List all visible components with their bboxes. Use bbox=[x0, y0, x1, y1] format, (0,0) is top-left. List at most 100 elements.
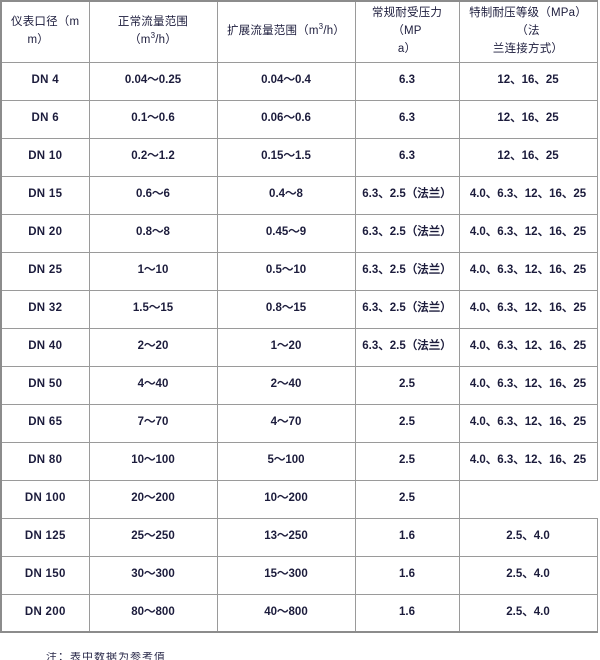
cell-standard-pressure: 6.3、2.5（法兰） bbox=[355, 252, 460, 291]
cell-special-pressure: 12、16、25 bbox=[459, 138, 598, 177]
table-row: DN 6 0.1～0.6 0.06～0.6 6.3 12、16、25 bbox=[1, 100, 598, 139]
cell-caliber: DN 25 bbox=[1, 252, 90, 291]
cell-special-pressure: 4.0、6.3、12、16、25 bbox=[459, 290, 598, 329]
cell-special-pressure: 4.0、6.3、12、16、25 bbox=[459, 176, 598, 215]
cell-normal-range: 20～200 bbox=[89, 480, 218, 519]
column-header-normal-range-line1: 正常流量范围（m bbox=[117, 15, 189, 46]
cell-standard-pressure: 1.6 bbox=[355, 518, 460, 557]
cell-caliber: DN 65 bbox=[1, 404, 90, 443]
column-header-caliber-line2: m） bbox=[27, 33, 49, 46]
cell-extended-range: 0.4～8 bbox=[217, 176, 356, 215]
table-row: DN 25 1～10 0.5～10 6.3、2.5（法兰） 4.0、6.3、12、16、… bbox=[1, 252, 598, 291]
flow-meter-spec-table: 仪表口径（m m） 正常流量范围（m3/h） 扩展流量范围（m3/h） 常规耐受… bbox=[0, 0, 598, 633]
cell-caliber: DN 20 bbox=[1, 214, 90, 253]
cell-standard-pressure: 6.3 bbox=[355, 100, 460, 139]
cell-special-pressure: 4.0、6.3、12、16、25 bbox=[459, 442, 598, 481]
column-header-special-pressure: 特制耐压等级（MPa）（法 兰连接方式） bbox=[459, 1, 598, 63]
table-row: DN 125 25～250 13～250 1.6 2.5、4.0 bbox=[1, 518, 598, 557]
table-row: DN 15 0.6～6 0.4～8 6.3、2.5（法兰） 4.0、6.3、12、16、… bbox=[1, 176, 598, 215]
cell-normal-range: 0.1～0.6 bbox=[89, 100, 218, 139]
cell-extended-range: 0.8～15 bbox=[217, 290, 356, 329]
column-header-standard-pressure-line2: a） bbox=[397, 42, 417, 55]
cell-standard-pressure: 2.5 bbox=[355, 366, 460, 405]
cell-normal-range: 0.8～8 bbox=[89, 214, 218, 253]
table-row: DN 40 2～20 1～20 6.3、2.5（法兰） 4.0、6.3、12、16、25 bbox=[1, 328, 598, 367]
cell-standard-pressure: 6.3 bbox=[355, 62, 460, 101]
cell-normal-range: 2～20 bbox=[89, 328, 218, 367]
table-row: DN 50 4～40 2～40 2.5 4.0、6.3、12、16、25 bbox=[1, 366, 598, 405]
cell-standard-pressure: 6.3、2.5（法兰） bbox=[355, 290, 460, 329]
cell-caliber: DN 80 bbox=[1, 442, 90, 481]
cell-special-pressure: 4.0、6.3、12、16、25 bbox=[459, 214, 598, 253]
cell-extended-range: 2～40 bbox=[217, 366, 356, 405]
cell-special-pressure: 4.0、6.3、12、16、25 bbox=[459, 404, 598, 443]
cell-caliber: DN 15 bbox=[1, 176, 90, 215]
clipped-footer-note: 注：表中数据为参考值 bbox=[0, 652, 600, 660]
cell-normal-range: 30～300 bbox=[89, 556, 218, 595]
cell-caliber: DN 50 bbox=[1, 366, 90, 405]
table-row: DN 150 30～300 15～300 1.6 2.5、4.0 bbox=[1, 556, 598, 595]
cell-standard-pressure: 6.3 bbox=[355, 138, 460, 177]
cell-special-pressure: 4.0、6.3、12、16、25 bbox=[459, 328, 598, 367]
cell-normal-range: 25～250 bbox=[89, 518, 218, 557]
column-header-extended-range: 扩展流量范围（m3/h） bbox=[217, 1, 356, 63]
cell-caliber: DN 125 bbox=[1, 518, 90, 557]
column-header-normal-range-sup: 3 bbox=[150, 30, 156, 40]
cell-normal-range: 0.6～6 bbox=[89, 176, 218, 215]
cell-special-pressure: 4.0、6.3、12、16、25 bbox=[459, 366, 598, 405]
cell-caliber: DN 4 bbox=[1, 62, 90, 101]
cell-normal-range: 80～800 bbox=[89, 594, 218, 633]
cell-standard-pressure: 2.5 bbox=[355, 404, 460, 443]
cell-normal-range: 0.2～1.2 bbox=[89, 138, 218, 177]
cell-standard-pressure: 6.3、2.5（法兰） bbox=[355, 328, 460, 367]
column-header-caliber: 仪表口径（m m） bbox=[1, 1, 90, 63]
column-header-special-pressure-line2: 兰连接方式） bbox=[492, 42, 564, 55]
table-row: DN 20 0.8～8 0.45～9 6.3、2.5（法兰） 4.0、6.3、12、16… bbox=[1, 214, 598, 253]
cell-normal-range: 10～100 bbox=[89, 442, 218, 481]
cell-caliber: DN 100 bbox=[1, 480, 90, 519]
cell-extended-range: 5～100 bbox=[217, 442, 356, 481]
cell-standard-pressure: 6.3、2.5（法兰） bbox=[355, 214, 460, 253]
table-row: DN 10 0.2～1.2 0.15～1.5 6.3 12、16、25 bbox=[1, 138, 598, 177]
cell-normal-range: 1.5～15 bbox=[89, 290, 218, 329]
cell-extended-range: 15～300 bbox=[217, 556, 356, 595]
cell-caliber: DN 40 bbox=[1, 328, 90, 367]
cell-standard-pressure: 1.6 bbox=[355, 556, 460, 595]
cell-standard-pressure: 2.5 bbox=[355, 480, 460, 519]
cell-standard-pressure: 1.6 bbox=[355, 594, 460, 633]
cell-standard-pressure: 2.5 bbox=[355, 442, 460, 481]
cell-normal-range: 0.04～0.25 bbox=[89, 62, 218, 101]
cell-special-pressure: 4.0、6.3、12、16、25 bbox=[459, 252, 598, 291]
table-row: DN 32 1.5～15 0.8～15 6.3、2.5（法兰） 4.0、6.3、12、1… bbox=[1, 290, 598, 329]
cell-normal-range: 4～40 bbox=[89, 366, 218, 405]
cell-special-pressure: 2.5、4.0 bbox=[459, 556, 598, 595]
table-row: DN 200 80～800 40～800 1.6 2.5、4.0 bbox=[1, 594, 598, 633]
cell-caliber: DN 200 bbox=[1, 594, 90, 633]
table-row: DN 80 10～100 5～100 2.5 4.0、6.3、12、16、25 bbox=[1, 442, 598, 481]
cell-extended-range: 1～20 bbox=[217, 328, 356, 367]
header-row: 仪表口径（m m） 正常流量范围（m3/h） 扩展流量范围（m3/h） 常规耐受… bbox=[1, 1, 598, 63]
cell-standard-pressure: 6.3、2.5（法兰） bbox=[355, 176, 460, 215]
column-header-extended-range-sup: 3 bbox=[318, 22, 324, 32]
cell-extended-range: 10～200 bbox=[217, 480, 356, 519]
cell-extended-range: 0.45～9 bbox=[217, 214, 356, 253]
cell-extended-range: 0.15～1.5 bbox=[217, 138, 356, 177]
column-header-caliber-line1: 仪表口径（m bbox=[11, 15, 80, 28]
column-header-special-pressure-line1: 特制耐压等级（MPa）（法 bbox=[469, 7, 587, 37]
cell-caliber: DN 10 bbox=[1, 138, 90, 177]
table-body: DN 4 0.04～0.25 0.04～0.4 6.3 12、16、25 DN 6 0.1～… bbox=[1, 62, 598, 633]
cell-extended-range: 40～800 bbox=[217, 594, 356, 633]
cell-caliber: DN 150 bbox=[1, 556, 90, 595]
column-header-extended-range-tail: /h） bbox=[323, 24, 346, 37]
cell-extended-range: 4～70 bbox=[217, 404, 356, 443]
table-row: DN 4 0.04～0.25 0.04～0.4 6.3 12、16、25 bbox=[1, 62, 598, 101]
cell-caliber: DN 6 bbox=[1, 100, 90, 139]
clipped-footer-text: 注：表中数据为参考值 bbox=[46, 652, 166, 660]
table-header: 仪表口径（m m） 正常流量范围（m3/h） 扩展流量范围（m3/h） 常规耐受… bbox=[1, 1, 598, 63]
cell-extended-range: 0.5～10 bbox=[217, 252, 356, 291]
cell-normal-range: 1～10 bbox=[89, 252, 218, 291]
cell-caliber: DN 32 bbox=[1, 290, 90, 329]
table-row: DN 100 20～200 10～200 2.5 bbox=[1, 480, 597, 519]
cell-special-pressure: 2.5、4.0 bbox=[459, 518, 598, 557]
